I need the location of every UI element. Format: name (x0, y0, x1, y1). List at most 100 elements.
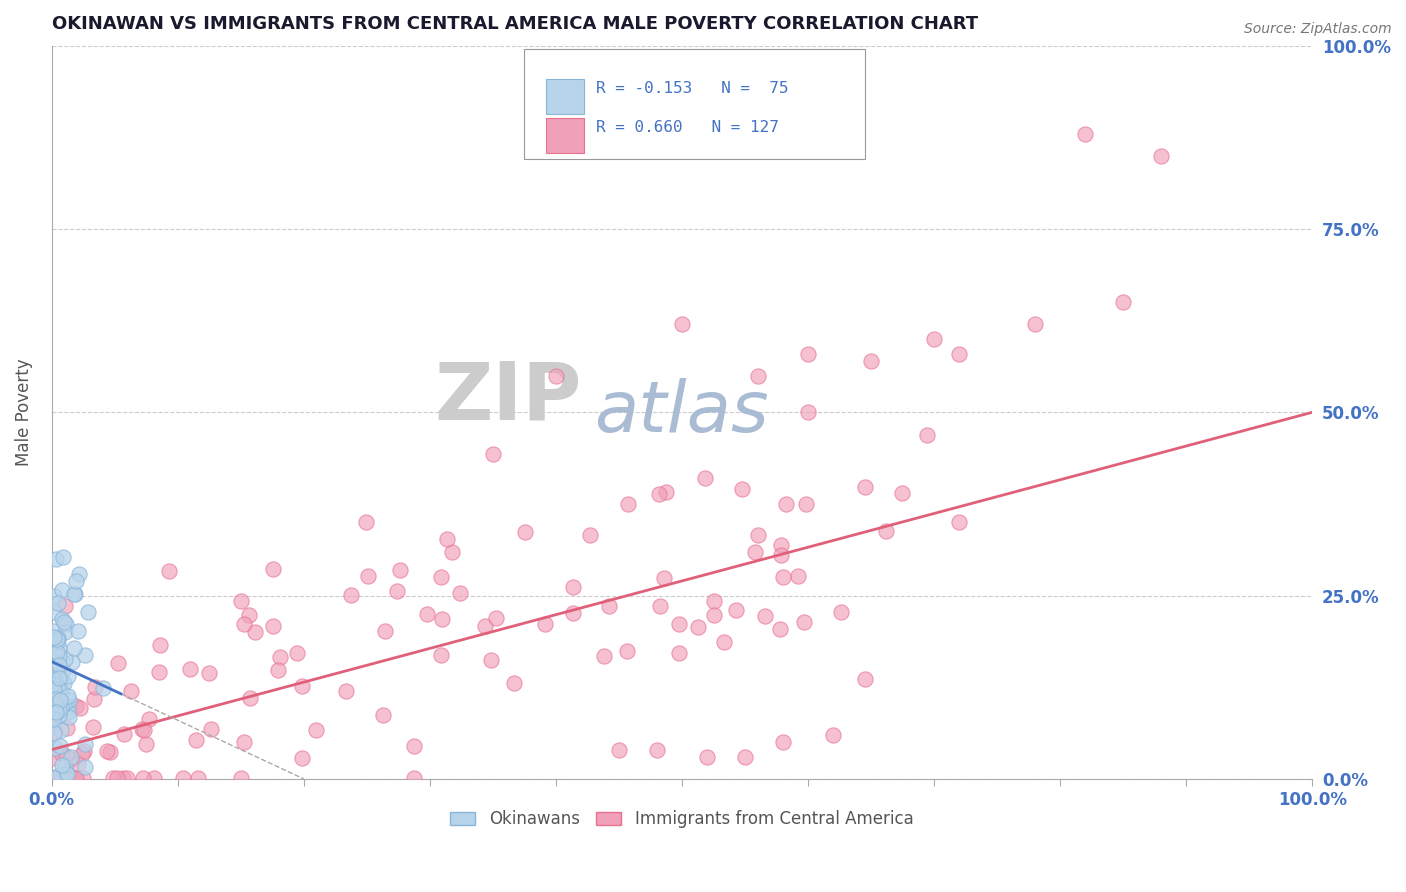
Point (65, 771, 87, 785)
Point (562, 607, 585, 621)
Point (53, 625, 76, 640)
Point (42, 693, 65, 707)
Point (42, 672, 65, 686)
Bar (546, 78, 583, 113)
Point (713, 635, 735, 649)
Point (51, 700, 73, 714)
Point (607, 742, 630, 756)
Text: OKINAWAN VS IMMIGRANTS FROM CENTRAL AMERICA MALE POVERTY CORRELATION CHART: OKINAWAN VS IMMIGRANTS FROM CENTRAL AMER… (52, 15, 979, 33)
Point (652, 571, 675, 585)
Point (794, 497, 817, 511)
Text: R = 0.660   N = 127: R = 0.660 N = 127 (596, 120, 779, 136)
Point (747, 368, 769, 383)
Point (915, 428, 938, 442)
Point (440, 544, 463, 558)
Point (42, 692, 65, 706)
Point (46, 633, 69, 648)
Point (373, 708, 395, 723)
Point (45, 691, 67, 706)
Point (200, 723, 222, 737)
Point (725, 603, 748, 617)
Point (734, 750, 756, 764)
Point (340, 588, 363, 602)
Point (46, 596, 69, 610)
Point (285, 646, 308, 660)
Point (402, 739, 425, 754)
Point (449, 586, 471, 600)
Point (430, 570, 453, 584)
Point (53, 615, 76, 629)
Point (430, 648, 453, 663)
Point (44, 706, 66, 721)
Point (42, 605, 65, 619)
Point (46, 662, 69, 676)
Point (105, 771, 128, 785)
Point (67, 624, 90, 639)
Point (56, 705, 79, 719)
Point (262, 562, 284, 576)
Point (42, 630, 65, 644)
Point (485, 611, 508, 625)
Point (769, 538, 792, 552)
Point (291, 751, 314, 765)
Point (1150, 149, 1173, 163)
Point (48, 648, 70, 663)
Point (131, 722, 153, 736)
Point (69, 701, 91, 715)
Point (1024, 318, 1046, 332)
Point (49, 771, 72, 785)
Point (59, 750, 82, 764)
Point (48, 702, 70, 716)
Point (63, 587, 86, 601)
Point (335, 683, 357, 698)
Point (860, 354, 883, 368)
Point (142, 771, 165, 785)
Point (702, 607, 724, 622)
Point (374, 624, 396, 639)
Point (233, 617, 256, 632)
Point (42, 712, 65, 726)
Point (56, 689, 79, 703)
Point (533, 617, 555, 632)
Point (55, 767, 77, 781)
Point (243, 625, 266, 640)
Point (135, 737, 157, 751)
Point (648, 487, 671, 501)
Text: atlas: atlas (593, 378, 769, 447)
Point (53, 599, 76, 614)
Point (772, 735, 794, 749)
Point (42, 678, 65, 692)
Legend: Okinawans, Immigrants from Central America: Okinawans, Immigrants from Central Ameri… (441, 802, 922, 837)
Point (703, 593, 725, 607)
Point (48, 683, 70, 698)
Point (1112, 295, 1135, 310)
Point (922, 332, 945, 346)
Point (474, 619, 496, 633)
Point (436, 532, 458, 546)
Point (55, 764, 77, 779)
Point (769, 622, 792, 636)
Point (96, 743, 118, 757)
Point (66, 757, 89, 772)
Point (107, 656, 129, 670)
FancyBboxPatch shape (524, 49, 865, 160)
Point (482, 447, 505, 461)
Point (48, 671, 70, 685)
Point (655, 485, 678, 500)
Point (53, 676, 76, 690)
Point (73, 744, 96, 758)
Point (49, 723, 72, 738)
Point (56, 771, 79, 785)
Point (44, 741, 66, 756)
Point (787, 568, 810, 582)
Point (44, 655, 66, 669)
Point (112, 726, 135, 740)
Point (578, 527, 600, 541)
Point (402, 771, 425, 785)
Point (797, 346, 820, 360)
Point (51, 582, 73, 597)
Point (56, 721, 79, 735)
Point (389, 563, 412, 577)
Point (616, 644, 638, 658)
Point (416, 607, 439, 621)
